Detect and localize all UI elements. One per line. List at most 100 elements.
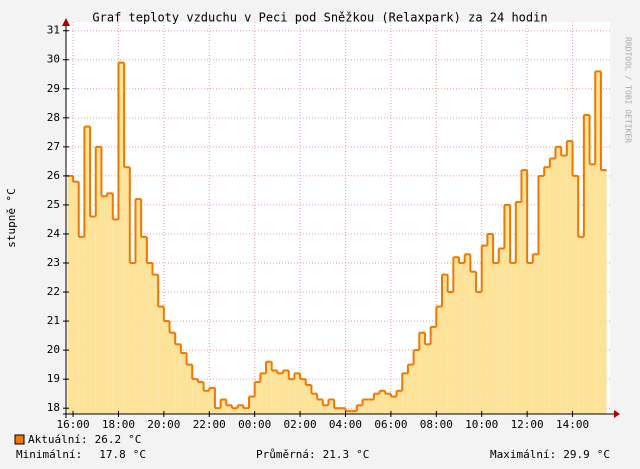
area-step <box>368 399 374 414</box>
area-step <box>209 387 215 414</box>
area-step <box>135 199 142 414</box>
y-tick-label: 26 <box>47 169 60 182</box>
area-step <box>544 167 550 414</box>
area-step <box>277 373 284 414</box>
area-step <box>498 248 505 414</box>
stat-value: 17.8 <box>99 448 126 461</box>
area-step <box>504 204 511 414</box>
area-step <box>379 390 386 414</box>
stat-label: Průměrná: <box>256 448 316 461</box>
area-step <box>243 408 249 414</box>
y-tick-label: 31 <box>47 24 60 37</box>
y-tick-label: 22 <box>47 285 60 298</box>
area-step <box>112 219 119 414</box>
area-step <box>549 158 556 414</box>
x-tick-label: 18:00 <box>102 418 135 431</box>
area-step <box>283 370 289 414</box>
legend-stat: Maximální: 29.9 °C <box>490 448 610 461</box>
x-arrow <box>614 410 620 418</box>
area-step <box>334 408 340 414</box>
area-step <box>356 405 363 414</box>
y-tick-label: 23 <box>47 256 60 269</box>
y-tick-label: 29 <box>47 82 60 95</box>
area-step <box>90 216 96 414</box>
area-step <box>464 254 471 414</box>
area-step <box>305 384 312 414</box>
legend-swatch <box>14 434 25 445</box>
area-step <box>237 405 244 414</box>
area-step <box>95 146 102 414</box>
area-step <box>532 254 539 414</box>
area-step <box>561 155 567 414</box>
area-step <box>220 399 227 414</box>
x-tick-label: 02:00 <box>284 418 317 431</box>
area-step <box>447 292 454 414</box>
area-step <box>441 274 448 414</box>
area-step <box>424 344 431 414</box>
x-tick-label: 10:00 <box>465 418 498 431</box>
x-tick-label: 22:00 <box>193 418 226 431</box>
area-step <box>129 263 136 414</box>
stat-value: 21.3 <box>323 448 350 461</box>
area-step <box>385 393 391 414</box>
area-step <box>300 379 306 414</box>
y-tick-label: 24 <box>47 227 61 240</box>
area-step <box>430 326 437 414</box>
area-step <box>538 175 545 414</box>
area-step <box>260 373 267 414</box>
area-step <box>555 146 562 414</box>
area-step <box>203 390 210 414</box>
area-step <box>118 62 125 414</box>
area-step <box>266 361 272 414</box>
x-tick-label: 12:00 <box>511 418 544 431</box>
x-tick-label: 14:00 <box>556 418 589 431</box>
area-step <box>186 364 193 414</box>
area-step <box>402 373 408 414</box>
legend: Aktuální: 26.2 °C Minimální: 17.8 °C Průměrná:… <box>14 433 610 461</box>
area-step <box>396 390 403 414</box>
area-step <box>521 170 528 414</box>
area-step <box>339 408 346 414</box>
stat-value: 26.2 <box>95 433 122 446</box>
area-step <box>248 396 255 414</box>
x-tick-label: 04:00 <box>329 418 362 431</box>
area-step <box>163 321 170 414</box>
area-step <box>254 382 261 414</box>
area-step <box>578 236 584 414</box>
area-step <box>231 408 238 414</box>
area-step <box>78 236 85 414</box>
area-step <box>470 271 477 414</box>
y-arrow <box>62 18 70 26</box>
x-tick-label: 00:00 <box>238 418 271 431</box>
area-step <box>351 411 357 414</box>
y-tick-label: 20 <box>47 343 60 356</box>
area-step <box>197 382 204 414</box>
stat-label: Aktuální: <box>28 433 88 446</box>
x-tick-label: 08:00 <box>420 418 453 431</box>
area-step <box>345 411 352 414</box>
area-step <box>515 202 522 414</box>
area-step <box>169 332 176 414</box>
area-step <box>572 175 579 414</box>
area-step <box>317 399 323 414</box>
legend-stat: Aktuální: 26.2 °C <box>28 433 141 446</box>
area-step <box>362 399 369 414</box>
area-step <box>373 393 380 414</box>
area-step <box>152 274 159 414</box>
stat-label: Maximální: <box>490 448 556 461</box>
area-step <box>294 373 301 414</box>
area-step <box>107 193 113 414</box>
area-step <box>271 370 278 414</box>
area-step <box>84 126 91 415</box>
area-step <box>459 263 465 414</box>
y-tick-label: 18 <box>47 401 60 414</box>
area-step <box>453 257 460 414</box>
area-step <box>180 353 187 414</box>
y-axis-label: stupně °C <box>5 188 18 248</box>
legend-stat: Minimální: 17.8 °C <box>16 448 146 461</box>
stat-unit: °C <box>128 433 141 446</box>
area-step <box>419 332 425 414</box>
area-step <box>328 399 335 414</box>
x-tick-label: 16:00 <box>56 418 89 431</box>
